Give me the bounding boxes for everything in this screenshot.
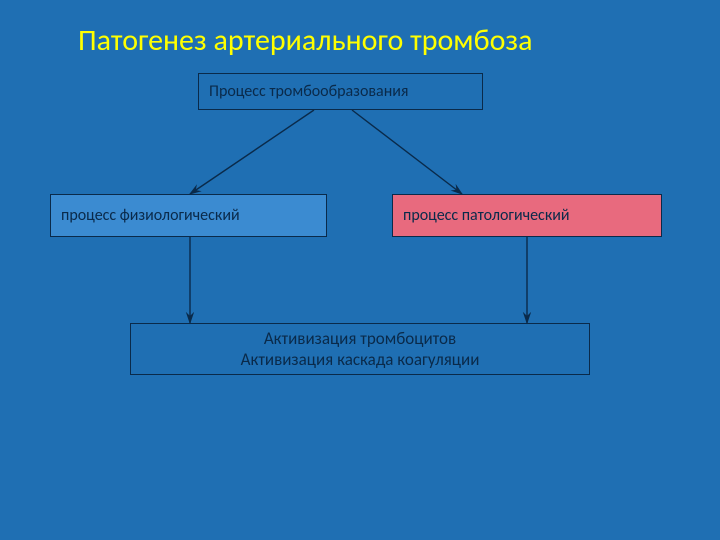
box-bottom-line1: Активизация тромбоцитов — [141, 328, 579, 349]
box-left-physiological: процесс физиологический — [50, 194, 327, 237]
box-right-label: процесс патологический — [403, 206, 570, 225]
box-top-process: Процесс тромбообразования — [198, 73, 483, 110]
arrow-line — [190, 110, 314, 194]
box-left-label: процесс физиологический — [61, 206, 240, 225]
box-right-pathological: процесс патологический — [392, 194, 662, 237]
box-top-label: Процесс тромбообразования — [209, 82, 409, 101]
box-bottom-activation: Активизация тромбоцитов Активизация каск… — [130, 323, 590, 375]
arrow-line — [352, 110, 462, 194]
box-bottom-line2: Активизация каскада коагуляции — [141, 349, 579, 370]
slide-title: Патогенез артериального тромбоза — [78, 22, 678, 59]
